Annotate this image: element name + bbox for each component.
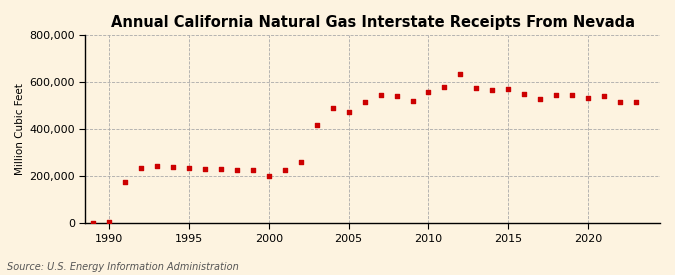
Title: Annual California Natural Gas Interstate Receipts From Nevada: Annual California Natural Gas Interstate…	[111, 15, 634, 30]
Point	[487, 88, 497, 93]
Point	[551, 93, 562, 97]
Point	[104, 220, 115, 225]
Point	[136, 166, 146, 170]
Point	[583, 95, 593, 100]
Point	[455, 72, 466, 76]
Point	[423, 89, 434, 94]
Point	[296, 160, 306, 164]
Point	[200, 167, 211, 171]
Point	[248, 168, 259, 172]
Point	[152, 163, 163, 168]
Point	[327, 106, 338, 110]
Point	[119, 180, 130, 184]
Point	[567, 93, 578, 97]
Text: Source: U.S. Energy Information Administration: Source: U.S. Energy Information Administ…	[7, 262, 238, 272]
Point	[599, 94, 610, 98]
Point	[359, 100, 370, 104]
Point	[344, 109, 354, 114]
Point	[232, 168, 242, 172]
Y-axis label: Million Cubic Feet: Million Cubic Feet	[15, 83, 25, 175]
Point	[375, 93, 386, 97]
Point	[615, 100, 626, 104]
Point	[263, 174, 274, 178]
Point	[535, 97, 545, 101]
Point	[88, 221, 99, 225]
Point	[407, 99, 418, 103]
Point	[311, 122, 322, 127]
Point	[471, 86, 482, 90]
Point	[519, 92, 530, 96]
Point	[503, 87, 514, 92]
Point	[391, 94, 402, 98]
Point	[184, 166, 194, 170]
Point	[167, 164, 178, 169]
Point	[439, 85, 450, 89]
Point	[279, 168, 290, 172]
Point	[630, 100, 641, 104]
Point	[215, 167, 226, 171]
